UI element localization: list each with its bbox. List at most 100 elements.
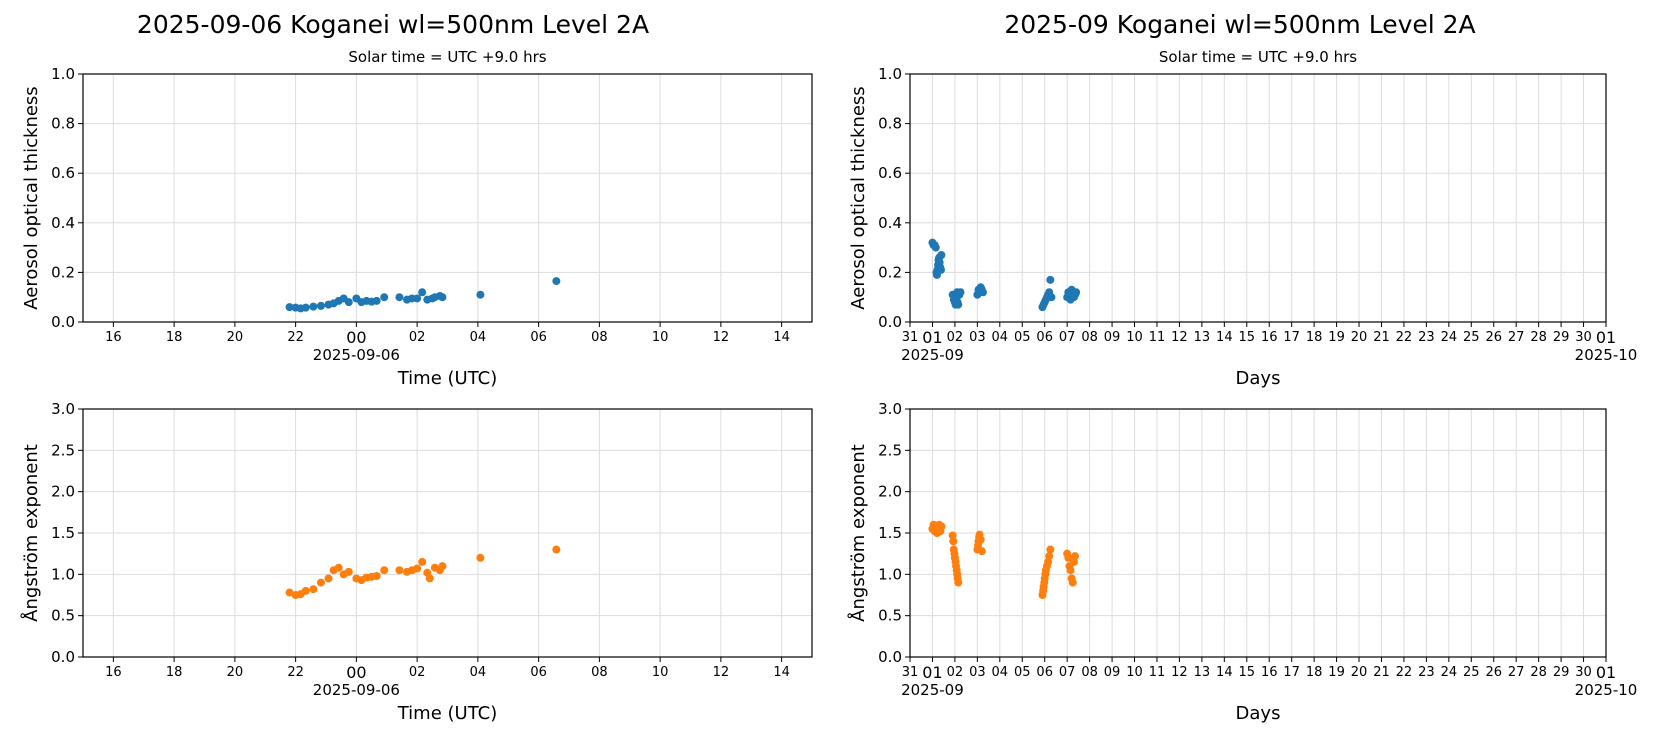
panel-2-xtick-label: 22 <box>1396 330 1413 345</box>
panel-3-xtick-label: 08 <box>591 665 608 680</box>
panel-1-data-point <box>476 290 485 299</box>
panel-1-data-point <box>380 293 389 302</box>
panel-4-data-point <box>1045 552 1054 561</box>
panel-4-data-point <box>937 522 946 531</box>
panel-3-ytick-label: 0.0 <box>51 648 75 666</box>
panel-4-ytick-label: 3.0 <box>878 400 902 418</box>
panel-3-data-point <box>552 545 561 554</box>
panel-2-subtitle: Solar time = UTC +9.0 hrs <box>1159 48 1357 66</box>
panel-1-xtick-label: 10 <box>652 330 669 345</box>
panel-2-xtick-label: 31 <box>902 330 919 345</box>
panel-4-ytick-label: 2.5 <box>878 441 902 459</box>
panel-4-xtick-label: 25 <box>1463 665 1480 680</box>
panel-2-data-point <box>956 288 965 297</box>
panel-1-xtick-label: 20 <box>227 330 244 345</box>
panel-2-xtick-label: 05 <box>1014 330 1031 345</box>
panel-4-xtick-label: 26 <box>1485 665 1502 680</box>
panel-4-xtick-label: 23 <box>1418 665 1435 680</box>
panel-3-data-point <box>438 562 447 571</box>
panel-3-ytick-label: 1.5 <box>51 524 75 542</box>
panel-3-xtick-label: 20 <box>227 665 244 680</box>
panel-1-ytick-label: 0.4 <box>51 214 75 232</box>
panel-4-xtick-label: 06 <box>1036 665 1053 680</box>
panel-4-xtick-label: 31 <box>902 665 919 680</box>
panel-3-ytick-label: 2.5 <box>51 441 75 459</box>
panel-1-data-point <box>413 294 422 303</box>
panel-4-xtick-label: 28 <box>1530 665 1547 680</box>
panel-1-ylabel: Aerosol optical thickness <box>21 86 42 309</box>
panel-2-data-point <box>954 300 963 309</box>
panel-3-xtick-label: 14 <box>773 665 790 680</box>
panel-1-data-point <box>301 303 310 312</box>
panel-2-xtick-label: 27 <box>1508 330 1525 345</box>
panel-1-ytick-label: 0.0 <box>51 313 75 331</box>
panel-3-xtick-label: 12 <box>713 665 730 680</box>
panel-4-data-point <box>1068 578 1077 587</box>
panel-1-data-point <box>309 302 318 311</box>
panel-2-ytick-label: 0.8 <box>878 115 902 133</box>
panel-2-data-point <box>931 243 940 252</box>
panel-4-xtick-label: 27 <box>1508 665 1525 680</box>
panel-1-xtick-label: 00 <box>346 328 366 347</box>
panel-1-xtick-label: 18 <box>166 330 183 345</box>
panel-4-xtick-label: 18 <box>1306 665 1323 680</box>
panel-4-data-point <box>1046 545 1055 554</box>
panel-2-xtick-label: 01 <box>1596 328 1616 347</box>
panel-1-xdate-label: 2025-09-06 <box>313 346 400 364</box>
panel-4-xtick-label: 14 <box>1216 665 1233 680</box>
panel-4-xtick-label: 10 <box>1126 665 1143 680</box>
panel-2-data-point <box>1047 293 1056 302</box>
panel-1-ytick-label: 0.2 <box>51 263 75 281</box>
panel-1-xtick-label: 12 <box>713 330 730 345</box>
panel-2-data-point <box>937 251 946 260</box>
panel-2-data-point <box>936 265 945 274</box>
panel-2-data-point <box>1072 288 1081 297</box>
panel-2-xlabel: Days <box>1236 368 1281 389</box>
panel-1-ytick-label: 1.0 <box>51 65 75 83</box>
panel-4-xtick-label: 01 <box>1596 663 1616 682</box>
panel-2-xtick-label: 04 <box>992 330 1009 345</box>
panel-3-xlabel: Time (UTC) <box>397 703 498 724</box>
panel-2-plot-frame <box>909 73 1607 323</box>
panel-3-data-point <box>413 564 422 573</box>
panel-2-xtick-label: 09 <box>1104 330 1121 345</box>
panel-2-xdate-label: 2025-09 <box>901 346 964 364</box>
panel-4-xtick-label: 03 <box>969 665 986 680</box>
panel-4-xtick-label: 24 <box>1441 665 1458 680</box>
panel-4-data-point <box>1071 552 1080 561</box>
panel-4-xtick-label: 01 <box>922 663 942 682</box>
panel-2-ytick-label: 0.2 <box>878 263 902 281</box>
panel-2-xtick-label: 12 <box>1171 330 1188 345</box>
panel-3-plot-frame <box>82 408 813 658</box>
panel-3-xtick-label: 00 <box>346 663 366 682</box>
panel-1-xlabel: Time (UTC) <box>397 368 498 389</box>
panel-3-data-point <box>476 553 485 562</box>
panel-1-data-point <box>316 301 325 310</box>
panel-2-ytick-label: 0.6 <box>878 164 902 182</box>
panel-4-data-point <box>976 535 985 544</box>
panel-2-ylabel: Aerosol optical thickness <box>848 86 869 309</box>
panel-2-xtick-label: 06 <box>1036 330 1053 345</box>
panel-3-xtick-label: 18 <box>166 665 183 680</box>
panel-4-xtick-label: 19 <box>1328 665 1345 680</box>
panel-4-xtick-label: 05 <box>1014 665 1031 680</box>
panel-1-plot-frame <box>82 73 813 323</box>
panel-1-xtick-label: 06 <box>530 330 547 345</box>
panel-2-xtick-label: 15 <box>1239 330 1256 345</box>
panel-4-xtick-label: 21 <box>1373 665 1390 680</box>
panel-3-ytick-label: 1.0 <box>51 565 75 583</box>
panel-2-xtick-label: 29 <box>1553 330 1570 345</box>
panel-2-xtick-label: 08 <box>1081 330 1098 345</box>
panel-1-data-point <box>438 293 447 302</box>
panel-2-xtick-label: 24 <box>1441 330 1458 345</box>
panel-3-data-point <box>425 574 434 583</box>
panel-4-xtick-label: 02 <box>947 665 964 680</box>
panel-2-xdate-label: 2025-10 <box>1575 346 1638 364</box>
panel-2-xtick-label: 20 <box>1351 330 1368 345</box>
panel-2-xtick-label: 14 <box>1216 330 1233 345</box>
panel-3-xtick-label: 16 <box>105 665 122 680</box>
panel-2-xtick-label: 16 <box>1261 330 1278 345</box>
panel-1-data-point <box>552 277 561 286</box>
panel-4-xtick-label: 16 <box>1261 665 1278 680</box>
